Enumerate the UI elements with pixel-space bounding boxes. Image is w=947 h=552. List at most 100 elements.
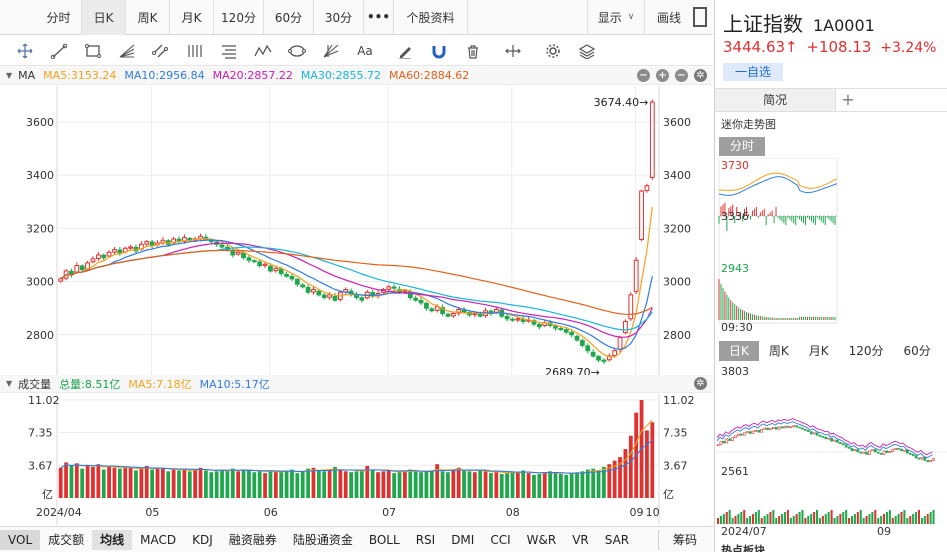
volume-bar: [85, 465, 90, 498]
pen-icon[interactable]: [388, 38, 422, 64]
indicator-tab-1[interactable]: 成交额: [48, 533, 85, 547]
ellipse-icon[interactable]: [280, 38, 314, 64]
mini-tab-timeshare[interactable]: 分时: [719, 137, 765, 156]
candle: [515, 318, 521, 321]
tab-8[interactable]: 个股资料: [394, 0, 468, 35]
volume-bar: [252, 472, 257, 498]
plus-icon[interactable]: +: [656, 69, 669, 82]
candle: [402, 290, 408, 293]
tab-label: 月K: [181, 10, 202, 25]
volume-bar: [526, 473, 531, 498]
indicator-tab-2[interactable]: 均线: [92, 529, 133, 550]
k-candle: [806, 430, 810, 432]
k-volume-bar: [839, 514, 842, 524]
minus-icon[interactable]: −: [637, 69, 650, 82]
kline-tab-0[interactable]: 日K: [719, 341, 759, 361]
volume-bar: [333, 466, 337, 498]
drawing-toolbar: Aa: [0, 36, 713, 66]
volume-bar: [548, 471, 553, 498]
k-candle: [856, 449, 860, 453]
indicator-tab-8[interactable]: RSI: [415, 532, 436, 547]
collapse-triangle-icon[interactable]: ▼: [6, 379, 13, 388]
add-watchlist-button[interactable]: 一自选: [723, 63, 783, 81]
tab-2[interactable]: 周K: [126, 0, 170, 35]
tab-0[interactable]: 分时: [36, 0, 82, 35]
minus-circle-icon[interactable]: −: [675, 69, 688, 82]
arrows-icon[interactable]: [496, 38, 530, 64]
draw-lines-button[interactable]: 画线: [645, 0, 693, 35]
wave-icon[interactable]: [246, 38, 280, 64]
k-volume-bar: [751, 514, 754, 524]
settings-icon[interactable]: [536, 38, 570, 64]
vol-ma10-line: [60, 439, 653, 474]
crosshair-icon[interactable]: [8, 38, 42, 64]
gear-icon[interactable]: ✲: [694, 69, 707, 82]
k-candle: [868, 450, 871, 455]
tab-overview[interactable]: 简况: [715, 89, 836, 111]
volume-bar: [472, 472, 477, 498]
rectangle-icon[interactable]: [76, 38, 110, 64]
tab-1[interactable]: 日K: [82, 0, 126, 35]
fan-icon[interactable]: [110, 38, 144, 64]
indicator-tab-7[interactable]: BOLL: [368, 532, 400, 547]
panel-toggle-icon[interactable]: [693, 7, 707, 27]
tab-6[interactable]: 30分: [314, 0, 364, 35]
kline-tab-2[interactable]: 月K: [808, 344, 829, 358]
indicator-tab-5[interactable]: 融资融券: [228, 533, 277, 547]
channel-icon[interactable]: [144, 38, 178, 64]
fibonacci-icon[interactable]: [212, 38, 246, 64]
k-volume-bar: [798, 512, 801, 524]
indicator-tab-10[interactable]: CCI: [490, 532, 511, 547]
tab-label: 周K: [137, 10, 158, 25]
volume-bar: [467, 471, 472, 498]
magnet-icon[interactable]: [422, 38, 456, 64]
display-menu[interactable]: 显示 ∨: [587, 0, 645, 35]
indicator-tab-6[interactable]: 陆股通资金: [292, 533, 353, 547]
candle: [493, 308, 499, 313]
indicator-tab-12[interactable]: VR: [572, 532, 589, 547]
period-tab-bar: 分时 日K 周K 月K 120分 60分 30分 ••• 个股资料 显示 ∨ 画线: [0, 0, 713, 35]
volume-bar: [440, 471, 445, 498]
volume-chart[interactable]: 3.67 3.67 7.35 7.35 11.02 11.02 亿 亿 2024/04 05 06 0…: [0, 394, 713, 525]
k-volume-bar: [880, 516, 883, 524]
tab-5[interactable]: 60分: [264, 0, 314, 35]
volume-bar: [446, 472, 450, 498]
cycle-lines-icon[interactable]: [178, 38, 212, 64]
volume-bar: [462, 469, 466, 498]
indicator-tab-9[interactable]: DMI: [451, 532, 475, 547]
ma-label-2: MA20:2857.22: [212, 69, 293, 82]
trash-icon[interactable]: [456, 38, 490, 64]
k-candle: [815, 432, 819, 436]
volume-bar: [343, 471, 348, 498]
add-tab-icon[interactable]: +: [841, 90, 855, 109]
kline-tab-4[interactable]: 60分: [903, 344, 931, 358]
indicator-tab-11[interactable]: W&R: [526, 532, 557, 547]
gear-icon[interactable]: ✲: [694, 377, 707, 390]
text-tool-icon[interactable]: Aa: [348, 38, 382, 64]
candle: [628, 294, 634, 320]
x-tick-label: 09: [629, 506, 643, 519]
change: +108.13: [806, 38, 872, 56]
layers-icon[interactable]: [570, 38, 604, 64]
price-chart[interactable]: 2800 2800 3000 3000 3200 3200 3400 3400 3600 3600…: [0, 86, 713, 376]
k-date-label-1: 2024/07: [721, 525, 767, 538]
indicator-tab-bar: VOL 成交额 均线 MACD KDJ 融资融券 陆股通资金 BOLL RSI DMI CCI W&R…: [0, 526, 713, 552]
volume-bar: [602, 466, 606, 498]
indicator-tab-13[interactable]: SAR: [604, 532, 630, 547]
collapse-triangle-icon[interactable]: ▼: [6, 71, 13, 80]
indicator-tab-4[interactable]: KDJ: [192, 532, 213, 547]
indicator-tab-0[interactable]: VOL: [0, 529, 41, 550]
tab-7[interactable]: •••: [364, 0, 394, 35]
k-candle: [716, 444, 720, 447]
tab-4[interactable]: 120分: [214, 0, 264, 35]
chip-distribution-button[interactable]: 筹码: [657, 529, 713, 550]
gann-icon[interactable]: [314, 38, 348, 64]
kline-tab-3[interactable]: 120分: [848, 344, 884, 358]
kline-tab-1[interactable]: 周K: [768, 344, 789, 358]
candle: [219, 244, 225, 248]
trend-line-icon[interactable]: [42, 38, 76, 64]
k-volume-bar: [719, 516, 722, 524]
k-candle: [859, 451, 863, 454]
indicator-tab-3[interactable]: MACD: [140, 532, 177, 547]
tab-3[interactable]: 月K: [170, 0, 214, 35]
